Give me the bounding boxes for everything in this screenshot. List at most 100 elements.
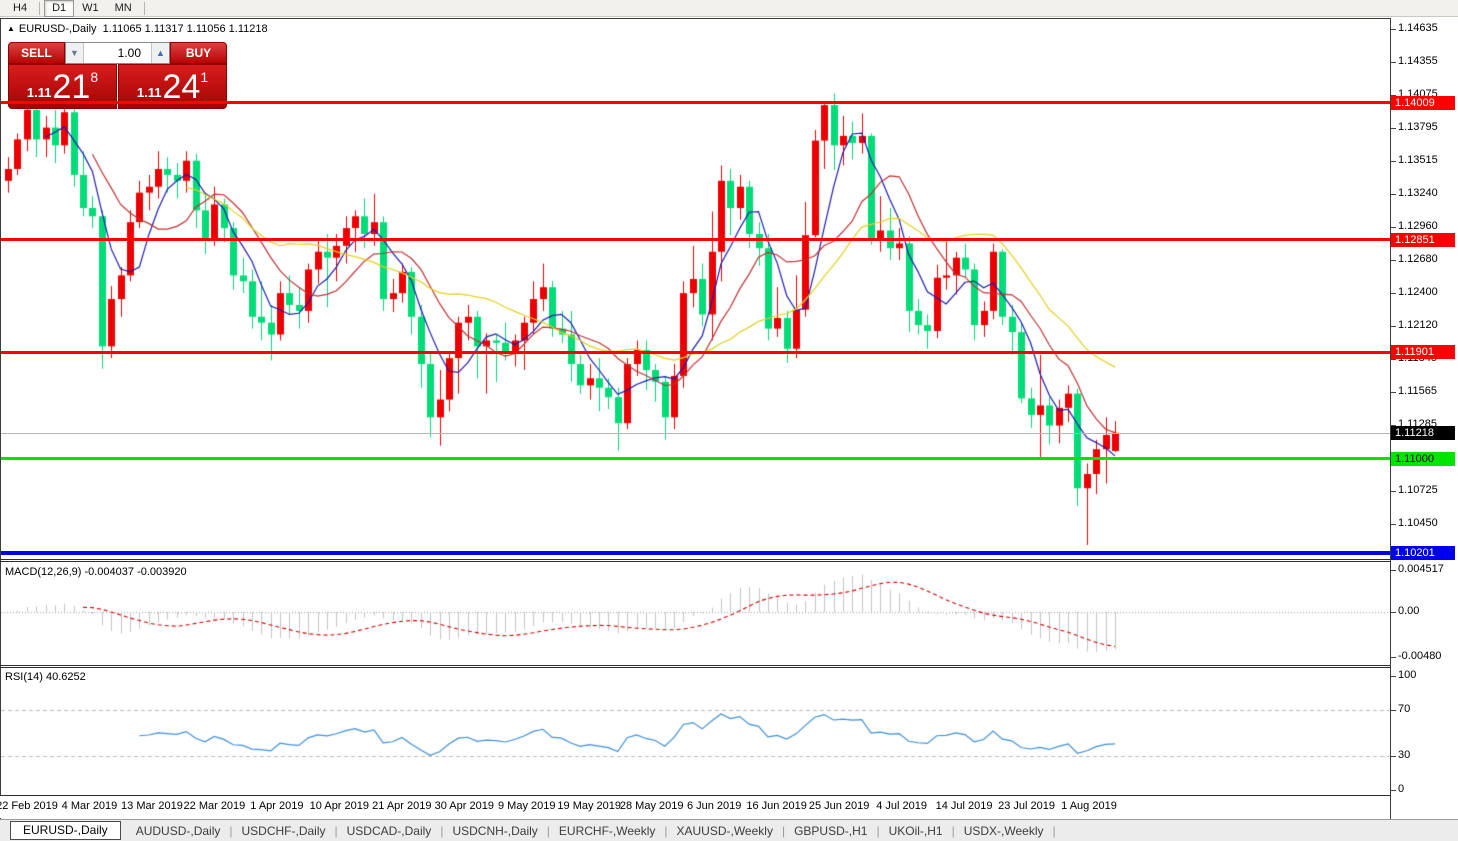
current-price-line [1,433,1390,434]
pane-splitter-macd-rsi[interactable] [0,665,1458,666]
timeframe-toolbar: H4 D1 W1 MN [0,0,1458,17]
price-scale[interactable] [1390,18,1458,819]
macd-label: MACD(12,26,9) -0.004037 -0.003920 [5,566,187,578]
price-level-line[interactable] [1,551,1390,555]
one-click-trading-panel: SELL ▼ 1.00 ▲ BUY 1.11 21 8 1.11 24 1 [8,42,227,109]
chart-ohlc-values: 1.11065 1.11317 1.11056 1.11218 [102,23,268,35]
axis-tick-mark [1391,676,1396,677]
axis-tick-mark [1391,293,1396,295]
chart-tab-audusd-daily[interactable]: AUDUSD-,Daily [135,823,221,838]
rsi-label: RSI(14) 40.6252 [5,671,86,683]
timeframe-button-mn[interactable]: MN [114,2,132,14]
axis-tick-label: 1.12400 [1398,286,1438,299]
date-tick-label: 6 Jun 2019 [686,800,742,812]
buy-price-big: 24 [162,67,201,106]
tab-separator: | [781,823,786,838]
price-level-flag: 1.11000 [1391,451,1455,466]
date-tick-label: 1 Aug 2019 [1061,800,1117,812]
volume-increase-icon[interactable]: ▲ [151,43,169,63]
date-tick-label: 4 Jul 2019 [876,800,927,812]
volume-input[interactable]: 1.00 [117,46,141,60]
date-tick-label: 16 Jun 2019 [746,800,807,812]
axis-tick-mark [1391,358,1396,360]
chart-tab-eurusd-daily[interactable]: EURUSD-,Daily [10,821,121,840]
axis-tick-label: 30 [1398,749,1411,762]
date-tick-label: 1 Apr 2019 [250,800,304,812]
tab-separator: | [1052,823,1056,838]
axis-tick-label: 1.13515 [1398,154,1438,167]
tab-separator: | [876,823,880,838]
tab-separator: | [951,823,955,838]
chart-tab-usdcad-daily[interactable]: USDCAD-,Daily [346,823,432,838]
date-tick-label: 10 Apr 2019 [309,800,370,812]
chart-tab-xauusd-weekly[interactable]: XAUUSD-,Weekly [676,823,773,838]
price-level-flag: 1.11901 [1391,345,1455,360]
tab-separator: | [546,823,550,838]
chart-tab-usdx-weekly[interactable]: USDX-,Weekly [963,823,1044,838]
volume-decrease-icon[interactable]: ▼ [66,43,84,63]
axis-tick-mark [1391,326,1396,328]
chart-tab-usdcnh-daily[interactable]: USDCNH-,Daily [452,823,538,838]
price-chart-canvas[interactable] [1,20,1390,558]
volume-box: ▼ 1.00 ▲ [65,42,170,64]
price-level-line[interactable] [1,238,1390,241]
axis-tick-label: 1.13795 [1398,121,1438,134]
sell-price-big: 21 [52,67,91,106]
axis-tick-label: 1.14635 [1398,21,1438,34]
price-level-line[interactable] [1,351,1390,354]
axis-tick-mark [1391,790,1396,792]
axis-tick-mark [1391,28,1396,30]
axis-tick-mark [1391,523,1396,525]
rsi-indicator-canvas[interactable] [1,668,1390,795]
axis-tick-label: 1.12120 [1398,319,1438,332]
axis-tick-label: 70 [1398,703,1411,716]
date-tick-label: 9 May 2019 [498,800,556,812]
pane-splitter-main-macd-2 [0,561,1458,562]
axis-tick-mark [1391,424,1396,426]
axis-tick-mark [1391,161,1396,163]
current-price-flag: 1.11218 [1391,425,1455,440]
price-level-line[interactable] [1,101,1390,104]
window-border-top [0,18,1458,19]
date-tick-label: 22 Feb 2019 [0,800,58,812]
chart-tab-eurchf-weekly[interactable]: EURCHF-,Weekly [558,823,656,838]
axis-tick-mark [1391,226,1396,228]
axis-tick-mark [1391,193,1396,195]
date-tick-label: 30 Apr 2019 [434,800,494,812]
chart-title: ▲ EURUSD-,Daily 1.11065 1.11317 1.11056 1… [7,23,268,35]
date-tick-label: 25 Jun 2019 [808,800,870,812]
buy-button[interactable]: BUY [170,42,227,64]
date-axis[interactable]: 22 Feb 2019 4 Mar 2019 13 Mar 2019 22 Mar 2… [0,796,1390,818]
axis-tick-label: 1.10450 [1398,516,1438,529]
price-level-flag: 1.10201 [1391,546,1455,561]
chart-tab-usdchf-daily[interactable]: USDCHF-,Daily [241,823,326,838]
timeframe-button-h4[interactable]: H4 [13,2,28,14]
chart-tab-ukoil-h1[interactable]: UKOil-,H1 [888,823,943,838]
axis-tick-label: 1.12960 [1398,219,1438,232]
date-tick-label: 19 May 2019 [557,800,622,812]
axis-tick-label: 1.12680 [1398,253,1438,266]
axis-tick-label: 1.14355 [1398,54,1438,67]
axis-tick-label: 1.11565 [1398,384,1437,397]
buy-price-pip: 1 [200,69,209,85]
axis-tick-mark [1391,391,1396,393]
sell-button[interactable]: SELL [8,42,65,64]
date-tick-label: 13 Mar 2019 [121,800,183,812]
axis-tick-label: 0 [1398,783,1405,796]
panel-collapse-arrow-icon[interactable]: ▲ [7,24,15,33]
tab-separator: | [229,823,233,838]
pane-splitter-main-macd[interactable] [0,559,1458,560]
date-tick-label: 4 Mar 2019 [61,800,118,812]
price-level-line[interactable] [1,457,1390,460]
chart-symbol-label: EURUSD-,Daily [18,23,97,35]
axis-tick-label: 1.10725 [1398,484,1438,497]
date-tick-label: 21 Apr 2019 [372,800,432,812]
chart-tab-gbpusd-h1[interactable]: GBPUSD-,H1 [794,823,868,838]
timeframe-button-d1[interactable]: D1 [44,0,75,17]
timeframe-button-w1[interactable]: W1 [82,2,99,14]
toolbar-separator [143,1,145,15]
sell-price-prefix: 1.11 [26,85,52,100]
date-tick-label: 22 Mar 2019 [183,800,246,812]
tab-separator: | [664,823,668,838]
macd-indicator-canvas[interactable] [1,563,1390,664]
